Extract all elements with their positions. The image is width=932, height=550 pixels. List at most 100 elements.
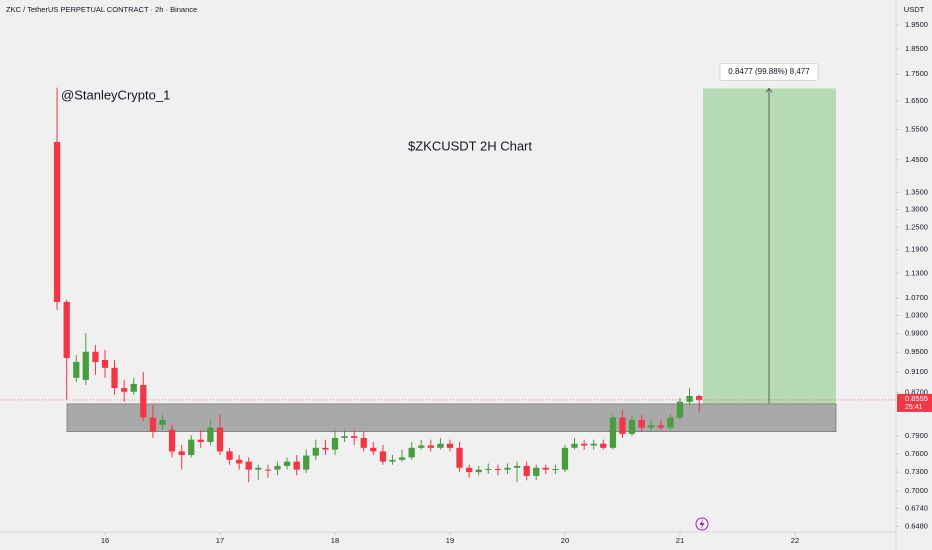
lightning-icon[interactable] bbox=[695, 517, 709, 531]
candle bbox=[696, 394, 703, 413]
candle-body bbox=[696, 395, 703, 400]
candle-body bbox=[274, 465, 281, 470]
candle-body bbox=[466, 467, 473, 473]
candle bbox=[303, 449, 310, 473]
candle-body bbox=[475, 469, 482, 473]
candle-body bbox=[101, 359, 109, 368]
candle bbox=[255, 464, 262, 481]
candle bbox=[331, 429, 339, 455]
candle-body bbox=[245, 461, 252, 470]
candle-body bbox=[159, 419, 166, 425]
candle-body bbox=[638, 419, 645, 428]
candle bbox=[494, 464, 502, 476]
author-annotation: @StanleyCrypto_1 bbox=[61, 87, 170, 102]
candle-body bbox=[331, 437, 339, 450]
y-tick-label: 1.0700 bbox=[905, 293, 928, 302]
candle-body bbox=[494, 469, 502, 471]
y-tick-label: 1.5500 bbox=[905, 124, 928, 133]
candle-body bbox=[398, 457, 406, 460]
candle-body bbox=[552, 469, 559, 471]
y-tick-label: 1.1900 bbox=[905, 245, 928, 254]
support-zone bbox=[66, 403, 837, 432]
candle-body bbox=[667, 417, 674, 428]
y-tick-label: 0.8700 bbox=[905, 387, 928, 396]
candle-body bbox=[293, 461, 300, 470]
x-tick-label: 16 bbox=[101, 536, 109, 545]
x-tick-label: 21 bbox=[676, 536, 684, 545]
candle bbox=[140, 371, 147, 422]
candle bbox=[379, 444, 387, 465]
y-tick-label: 1.9500 bbox=[905, 20, 928, 29]
candle bbox=[667, 413, 674, 430]
candle bbox=[581, 439, 588, 450]
candle bbox=[533, 464, 540, 481]
axis-unit: USDT bbox=[904, 5, 925, 14]
candle-body bbox=[53, 141, 61, 302]
last-price-badge bbox=[897, 393, 932, 412]
candle bbox=[293, 454, 300, 476]
x-tick-label: 18 bbox=[331, 536, 339, 545]
candle-body bbox=[456, 447, 463, 468]
candle bbox=[456, 441, 463, 473]
candle-body bbox=[600, 443, 607, 448]
measure-label: 0.8477 (99.88%) 8,477 bbox=[728, 67, 810, 76]
candle-body bbox=[216, 427, 224, 452]
x-tick-label: 20 bbox=[561, 536, 569, 545]
candle bbox=[226, 447, 233, 465]
candle-body bbox=[427, 445, 434, 448]
candle-body bbox=[303, 455, 310, 470]
y-tick-label: 0.7300 bbox=[905, 467, 928, 476]
candle bbox=[111, 359, 118, 395]
candle bbox=[63, 299, 70, 400]
candle-body bbox=[648, 425, 655, 428]
y-tick-label: 1.8500 bbox=[905, 44, 928, 53]
candle bbox=[370, 441, 377, 455]
target-zone bbox=[703, 88, 836, 404]
y-tick-label: 1.2500 bbox=[905, 222, 928, 231]
candle-body bbox=[437, 443, 444, 448]
candle bbox=[466, 464, 473, 478]
candle bbox=[178, 444, 185, 470]
candle bbox=[168, 424, 176, 458]
candle-body bbox=[686, 395, 693, 402]
candle-body bbox=[504, 467, 511, 470]
candle-body bbox=[188, 439, 195, 455]
candle bbox=[552, 464, 559, 474]
candle bbox=[82, 333, 89, 386]
candle bbox=[159, 414, 166, 430]
candle bbox=[513, 461, 521, 483]
candle bbox=[648, 419, 655, 432]
y-tick-label: 1.3000 bbox=[905, 204, 928, 213]
candle bbox=[121, 379, 128, 402]
candle bbox=[542, 464, 549, 474]
candle bbox=[628, 414, 636, 437]
candle-body bbox=[92, 351, 99, 362]
candle-body bbox=[82, 351, 89, 380]
y-tick-label: 0.7600 bbox=[905, 449, 928, 458]
candle bbox=[686, 388, 693, 406]
candle-body bbox=[197, 439, 204, 442]
candle bbox=[351, 429, 358, 445]
candle bbox=[360, 431, 367, 452]
candle-body bbox=[264, 469, 272, 471]
candle bbox=[73, 355, 80, 382]
symbol-title: ZKC / TetherUS PERPETUAL CONTRACT · 2h ·… bbox=[6, 5, 197, 14]
candle bbox=[485, 463, 492, 474]
y-tick-label: 0.9500 bbox=[905, 347, 928, 356]
candle bbox=[590, 439, 597, 450]
candle bbox=[676, 398, 684, 420]
y-tick-label: 1.1300 bbox=[905, 268, 928, 277]
candle bbox=[561, 444, 569, 473]
candle-body bbox=[111, 367, 118, 389]
measure-label-box bbox=[719, 63, 819, 81]
candle bbox=[312, 439, 319, 460]
candle-body bbox=[446, 443, 454, 448]
candle-body bbox=[236, 459, 243, 464]
candle bbox=[283, 457, 291, 470]
candle bbox=[101, 349, 109, 378]
candle-body bbox=[581, 443, 588, 446]
y-tick-label: 0.7900 bbox=[905, 431, 928, 440]
candle bbox=[92, 345, 99, 375]
